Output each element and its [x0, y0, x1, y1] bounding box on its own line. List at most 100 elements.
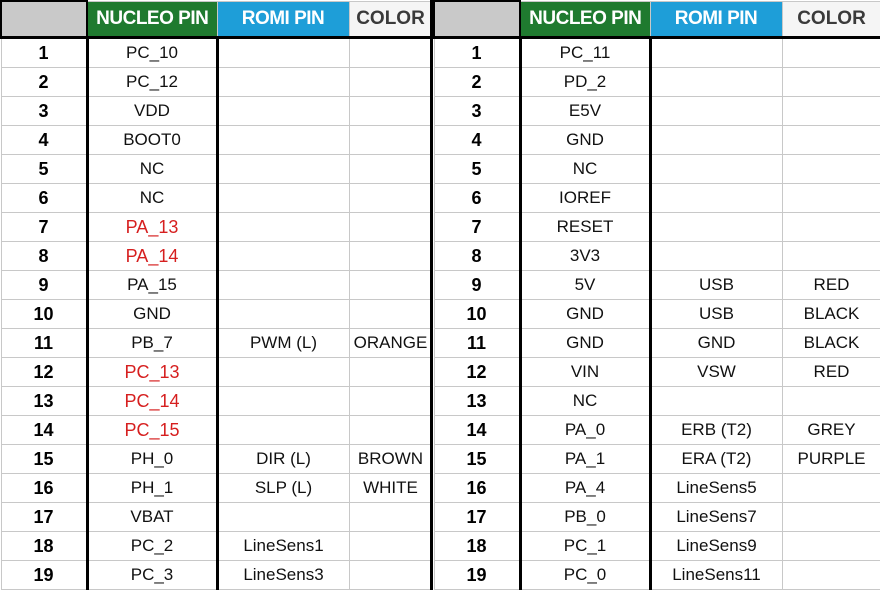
table-row: 4 BOOT0 — [0, 125, 433, 155]
nucleo-pin-cell: PA_14 — [85, 241, 219, 271]
row-number-header — [0, 0, 88, 39]
nucleo-pin-cell: VIN — [518, 357, 652, 387]
wire-color-cell — [348, 299, 433, 329]
row-number: 3 — [0, 96, 88, 126]
table-row: 18 PC_1 LineSens9 — [433, 531, 880, 561]
romi-pin-cell: SLP (L) — [216, 473, 350, 503]
row-number: 16 — [0, 473, 88, 503]
nucleo-pin-cell: NC — [518, 154, 652, 184]
row-number: 9 — [0, 270, 88, 300]
table-row: 18 PC_2 LineSens1 — [0, 531, 433, 561]
nucleo-pin-cell: NC — [518, 386, 652, 416]
romi-pin-cell: ERB (T2) — [649, 415, 783, 445]
wire-color-cell — [781, 386, 880, 416]
row-number: 14 — [0, 415, 88, 445]
nucleo-pin-cell: PC_2 — [85, 531, 219, 561]
romi-pin-header: ROMI PIN — [216, 0, 350, 39]
table-row: 19 PC_3 LineSens3 — [0, 560, 433, 590]
right-table-body: 1 PC_11 2 PD_2 3 E5V 4 GND 5 NC 6 IOREF 7 RESET 8 3V3 9 5… — [433, 37, 880, 590]
table-row: 14 PC_15 — [0, 415, 433, 445]
romi-pin-cell: USB — [649, 299, 783, 329]
wire-color-cell — [781, 37, 880, 68]
row-number: 7 — [0, 212, 88, 242]
romi-pin-cell — [649, 96, 783, 126]
wire-color-cell: RED — [781, 357, 880, 387]
table-row: 6 IOREF — [433, 183, 880, 213]
nucleo-pin-cell: GND — [518, 299, 652, 329]
table-row: 19 PC_0 LineSens11 — [433, 560, 880, 590]
row-number: 5 — [433, 154, 521, 184]
wire-color-cell — [781, 96, 880, 126]
romi-pin-cell — [216, 357, 350, 387]
table-header-row: NUCLEO PIN ROMI PIN COLOR — [433, 0, 880, 39]
table-row: 17 PB_0 LineSens7 — [433, 502, 880, 532]
romi-pin-cell — [649, 154, 783, 184]
row-number: 15 — [433, 444, 521, 474]
row-number: 8 — [0, 241, 88, 271]
romi-pin-cell — [216, 386, 350, 416]
table-divider — [430, 0, 433, 590]
row-number: 10 — [0, 299, 88, 329]
nucleo-pin-cell: PA_4 — [518, 473, 652, 503]
row-number: 13 — [0, 386, 88, 416]
wire-color-cell — [348, 241, 433, 271]
table-row: 6 NC — [0, 183, 433, 213]
romi-pin-cell: GND — [649, 328, 783, 358]
nucleo-pin-cell: GND — [518, 125, 652, 155]
wire-color-cell — [781, 212, 880, 242]
table-row: 8 PA_14 — [0, 241, 433, 271]
nucleo-pin-cell: VBAT — [85, 502, 219, 532]
romi-pin-cell: LineSens7 — [649, 502, 783, 532]
row-number: 18 — [433, 531, 521, 561]
table-row: 7 RESET — [433, 212, 880, 242]
table-row: 10 GND USB BLACK — [433, 299, 880, 329]
table-row: 11 GND GND BLACK — [433, 328, 880, 358]
romi-pin-cell: USB — [649, 270, 783, 300]
wire-color-cell — [781, 241, 880, 271]
wire-color-cell — [348, 212, 433, 242]
romi-pin-cell: LineSens11 — [649, 560, 783, 590]
romi-pin-cell — [216, 125, 350, 155]
wire-color-cell — [348, 154, 433, 184]
nucleo-pin-cell: BOOT0 — [85, 125, 219, 155]
table-row: 13 NC — [433, 386, 880, 416]
left-table-body: 1 PC_10 2 PC_12 3 VDD 4 BOOT0 5 NC 6 NC 7 PA_13 8 PA_14… — [0, 37, 433, 590]
table-row: 1 PC_11 — [433, 37, 880, 68]
row-number: 12 — [0, 357, 88, 387]
nucleo-pin-cell: PC_13 — [85, 357, 219, 387]
wire-color-cell: ORANGE — [348, 328, 433, 358]
wire-color-cell — [781, 531, 880, 561]
romi-pin-cell — [216, 270, 350, 300]
romi-pin-cell: ERA (T2) — [649, 444, 783, 474]
row-number: 1 — [0, 37, 88, 68]
row-number: 8 — [433, 241, 521, 271]
wire-color-cell — [348, 96, 433, 126]
wire-color-cell — [781, 67, 880, 97]
row-number: 3 — [433, 96, 521, 126]
romi-pin-cell — [216, 502, 350, 532]
nucleo-pin-header: NUCLEO PIN — [86, 0, 218, 39]
table-row: 15 PH_0 DIR (L) BROWN — [0, 444, 433, 474]
nucleo-pin-cell: IOREF — [518, 183, 652, 213]
nucleo-pin-cell: PC_1 — [518, 531, 652, 561]
row-number: 7 — [433, 212, 521, 242]
table-row: 2 PD_2 — [433, 67, 880, 97]
romi-pin-cell — [649, 67, 783, 97]
nucleo-pin-cell: PC_14 — [85, 386, 219, 416]
romi-pin-cell — [216, 96, 350, 126]
nucleo-pin-cell: PB_0 — [518, 502, 652, 532]
table-row: 14 PA_0 ERB (T2) GREY — [433, 415, 880, 445]
wire-color-cell: RED — [781, 270, 880, 300]
row-number: 17 — [0, 502, 88, 532]
romi-pin-cell: VSW — [649, 357, 783, 387]
row-number-header — [433, 0, 521, 39]
nucleo-pin-cell: PC_11 — [518, 37, 652, 68]
wire-color-cell — [348, 183, 433, 213]
table-row: 5 NC — [0, 154, 433, 184]
wire-color-cell — [348, 531, 433, 561]
romi-pin-cell: LineSens5 — [649, 473, 783, 503]
table-row: 16 PA_4 LineSens5 — [433, 473, 880, 503]
wire-color-cell — [348, 415, 433, 445]
nucleo-pin-cell: PC_10 — [85, 37, 219, 68]
romi-pin-cell — [649, 212, 783, 242]
